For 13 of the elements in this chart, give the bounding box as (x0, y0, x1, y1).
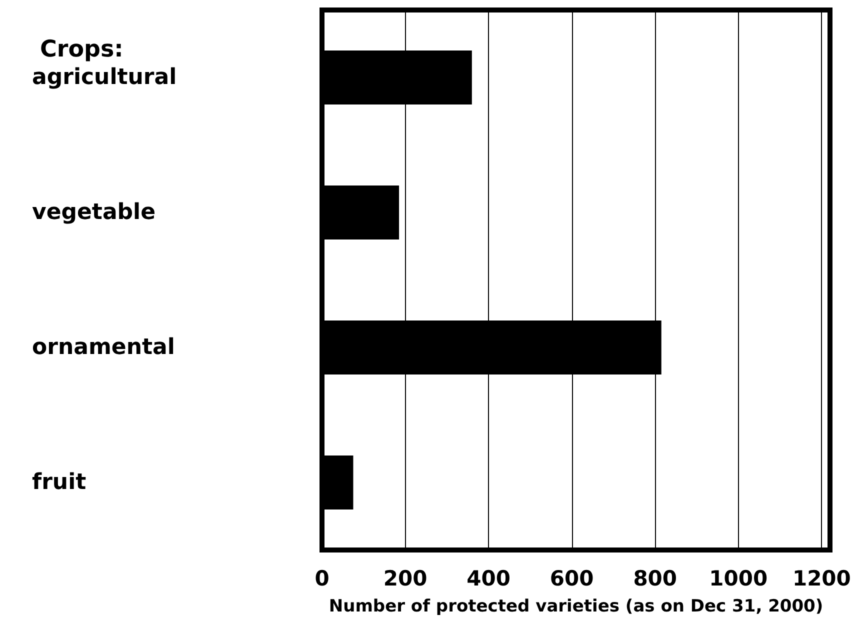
x-tick-label: 200 (383, 566, 428, 590)
x-tick-label: 0 (314, 566, 330, 590)
x-tick-label: 1000 (709, 566, 768, 590)
y-axis-title: Crops: (40, 36, 124, 62)
y-tick-label: fruit (32, 470, 87, 495)
y-tick-label: agricultural (32, 65, 177, 90)
y-tick-label: ornamental (32, 335, 175, 360)
y-tick-label: vegetable (32, 200, 156, 225)
x-tick-label: 600 (550, 566, 594, 590)
x-tick-label: 800 (633, 566, 678, 590)
x-axis-title: Number of protected varieties (as on Dec 31, 2000) (328, 596, 824, 616)
x-tick-label: 1200 (792, 566, 851, 590)
x-tick-label: 400 (466, 566, 510, 590)
